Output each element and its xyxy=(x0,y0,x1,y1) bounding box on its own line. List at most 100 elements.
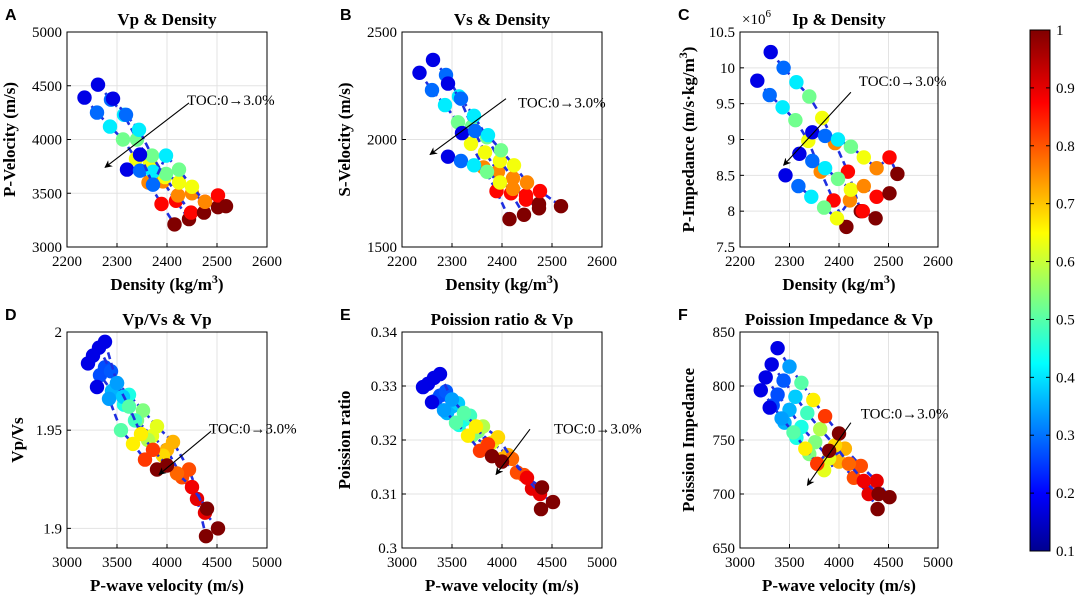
panel-title: Vp/Vs & Vp xyxy=(122,310,211,329)
data-point xyxy=(506,158,522,173)
y-tick-label: 700 xyxy=(713,487,736,503)
data-point xyxy=(519,470,535,485)
y-tick-label: 650 xyxy=(713,541,736,557)
colorbar-tick-label: 0.6 xyxy=(1056,255,1075,271)
data-point xyxy=(118,107,134,123)
axis-box xyxy=(66,331,268,549)
data-point xyxy=(792,146,807,161)
data-point xyxy=(778,168,793,183)
panel-b: 2200 2300 2400 2500 2600 1500 2000 2500 Vs & Den… xyxy=(335,7,617,294)
panel-letter: B xyxy=(340,7,352,24)
series-4 xyxy=(792,146,897,204)
toc-annotation: TOC:0→3.0% xyxy=(209,422,297,438)
y-axis-label-text: P-Velocity (m/s) xyxy=(0,82,19,197)
panel-d: 3000 3500 4000 4500 5000 1.9 1.95 2 Vp/Vs & Vp D P… xyxy=(5,307,297,595)
y-tick-label: 5000 xyxy=(32,25,62,41)
x-axis-label: Density (kg/m3) xyxy=(782,272,895,294)
data-point xyxy=(830,132,846,147)
data-point xyxy=(127,413,143,428)
x-axis-label: P-wave velocity (m/s) xyxy=(90,576,244,595)
colorbar-gradient xyxy=(1029,29,1051,552)
data-point xyxy=(882,186,897,201)
series-1 xyxy=(412,65,517,227)
panel-a: 2200 2300 2400 2500 2600 3000 3500 4000 4500 5000… xyxy=(0,7,282,294)
panel-letter: D xyxy=(5,307,17,324)
data-point xyxy=(502,211,517,227)
data-point xyxy=(770,341,785,356)
y-axis-label-end: ) xyxy=(679,47,698,53)
data-point xyxy=(775,100,790,115)
data-point xyxy=(90,77,106,92)
x-axis-label-end: ) xyxy=(553,275,559,294)
y-tick-label: 1500 xyxy=(367,240,397,256)
data-point xyxy=(839,219,854,235)
data-point xyxy=(813,422,828,437)
colorbar-tick-label: 0.4 xyxy=(1056,370,1075,386)
data-point xyxy=(467,123,483,139)
data-point xyxy=(869,161,884,176)
data-point xyxy=(480,128,496,143)
x-tick-label: 2200 xyxy=(52,254,82,270)
data-point xyxy=(841,456,857,471)
data-point xyxy=(412,65,427,81)
panel-f: 3000 3500 4000 4500 5000 650 700 750 800 850 Poiss… xyxy=(678,307,953,595)
y-tick-label: 0.33 xyxy=(371,379,397,395)
x-axis-label-text: P-wave velocity (m/s) xyxy=(90,576,244,595)
x-axis-label-text: P-wave velocity (m/s) xyxy=(762,576,916,595)
data-point xyxy=(791,178,806,194)
x-tick-label: 2600 xyxy=(252,254,282,270)
y-tick-label: 8.5 xyxy=(716,168,735,184)
panel-letter: E xyxy=(340,307,351,324)
data-point xyxy=(170,188,186,203)
data-point xyxy=(183,205,199,220)
data-point xyxy=(115,132,131,147)
data-point xyxy=(789,75,804,90)
data-point xyxy=(135,403,151,418)
x-tick-label: 2500 xyxy=(537,254,567,270)
data-point xyxy=(829,211,845,226)
data-point xyxy=(154,196,169,212)
x-axis-label: P-wave velocity (m/s) xyxy=(425,576,579,595)
data-point xyxy=(788,389,803,404)
y-tick-label: 2500 xyxy=(367,25,397,41)
data-point xyxy=(450,115,466,130)
panel-title: Vp & Density xyxy=(117,10,217,29)
data-point xyxy=(490,164,506,179)
series-4 xyxy=(97,334,175,473)
data-point xyxy=(794,375,809,390)
data-point xyxy=(169,466,185,481)
x-tick-label: 3000 xyxy=(725,555,755,571)
data-point xyxy=(145,177,161,192)
data-point xyxy=(196,205,212,220)
data-point xyxy=(869,189,884,204)
y-tick-label: 3000 xyxy=(32,240,62,256)
x-tick-label: 4500 xyxy=(537,555,567,571)
x-tick-label: 2500 xyxy=(202,254,232,270)
x-tick-label: 3500 xyxy=(775,555,805,571)
data-point xyxy=(805,153,820,169)
y-tick-label: 10 xyxy=(720,61,735,77)
data-point xyxy=(516,207,532,222)
series-5 xyxy=(762,400,837,471)
data-point xyxy=(553,199,569,214)
x-tick-label: 5000 xyxy=(923,555,953,571)
axis-exponent-power: 6 xyxy=(765,8,771,20)
x-tick-label: 3500 xyxy=(437,555,467,571)
toc-arrow xyxy=(429,98,507,156)
data-point xyxy=(144,148,160,163)
data-point xyxy=(149,462,165,477)
y-axis-label-text: P-Impedance (m/s·kg/m xyxy=(679,58,698,232)
data-point xyxy=(210,521,226,536)
data-point xyxy=(77,90,92,105)
data-point xyxy=(477,145,493,160)
series-5 xyxy=(424,395,500,464)
data-point xyxy=(519,175,535,190)
panel-letter: A xyxy=(5,7,17,24)
panel-title: Poission Impedance & Vp xyxy=(745,310,933,329)
x-tick-label: 4000 xyxy=(824,555,854,571)
data-point xyxy=(101,391,117,406)
data-point xyxy=(158,148,174,163)
data-point xyxy=(534,480,550,495)
colorbar-tick-label: 0.8 xyxy=(1056,139,1075,155)
